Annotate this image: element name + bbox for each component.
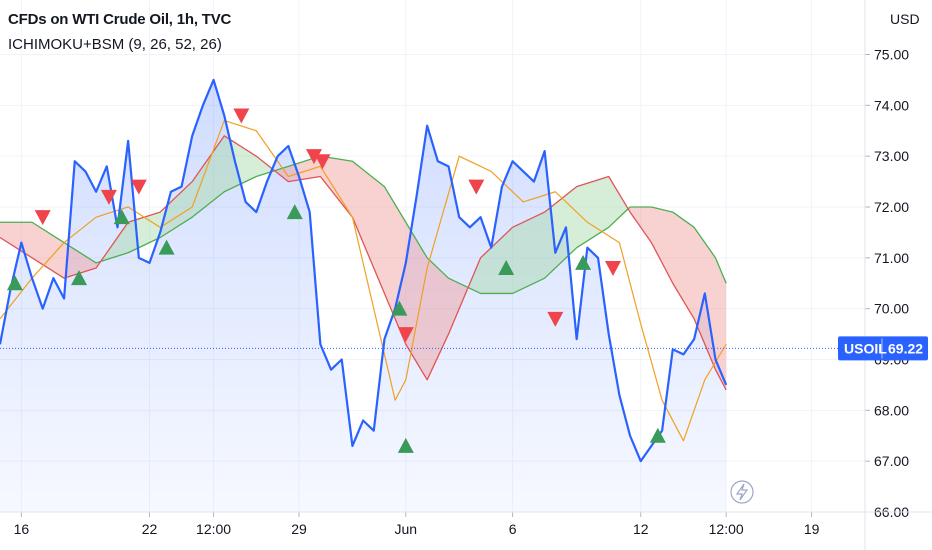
- replay-button-circle[interactable]: [730, 480, 754, 504]
- sell-marker: [233, 108, 250, 124]
- replay-button[interactable]: [730, 480, 754, 504]
- sell-marker: [547, 311, 564, 327]
- cloud-bullish: [468, 176, 630, 294]
- sell-marker: [468, 179, 485, 195]
- x-tick-label: Jun: [395, 521, 418, 537]
- fast-line: [0, 119, 727, 442]
- sell-marker: [314, 154, 331, 170]
- sell-marker: [130, 179, 147, 195]
- buy-marker: [6, 275, 23, 291]
- x-tick-label: 19: [804, 521, 820, 537]
- buy-marker: [71, 270, 88, 286]
- x-tick-label: 16: [14, 521, 30, 537]
- x-tick-label: 12: [633, 521, 649, 537]
- cloud-bullish: [102, 136, 276, 261]
- currency-label: USD: [890, 11, 920, 27]
- buy-marker: [649, 427, 666, 443]
- buy-marker: [158, 239, 175, 255]
- x-tick-label: 12:00: [709, 521, 744, 537]
- x-tick-label: 12:00: [196, 521, 231, 537]
- x-tick-label: 22: [142, 521, 158, 537]
- symbol-title[interactable]: CFDs on WTI Crude Oil, 1h, TVC: [8, 11, 232, 28]
- buy-marker: [286, 204, 303, 220]
- price-tag: USOIL 69.22: [838, 336, 928, 361]
- cloud-bearish: [275, 156, 469, 379]
- lagging-band-line: [0, 135, 727, 391]
- y-tick-label: 68.00: [874, 402, 909, 418]
- buy-marker: [575, 254, 592, 270]
- y-tick-label: 71.00: [874, 250, 909, 266]
- sell-marker: [305, 149, 322, 165]
- lightning-icon: [735, 483, 749, 501]
- buy-marker: [391, 300, 408, 316]
- y-tick-label: 73.00: [874, 148, 909, 164]
- price-area-fill: [0, 79, 727, 513]
- signal-markers: [6, 108, 666, 453]
- price-tag-label: USOIL: [844, 340, 887, 356]
- buy-marker: [113, 209, 130, 225]
- sell-marker: [34, 210, 51, 226]
- price-tag-value: 69.22: [888, 340, 923, 356]
- y-axis[interactable]: 75.0074.0073.0072.0071.0070.0069.0068.00…: [864, 0, 909, 550]
- buy-marker: [397, 437, 414, 453]
- sell-marker: [397, 327, 414, 343]
- y-tick-label: 72.00: [874, 199, 909, 215]
- y-tick-label: 75.00: [874, 47, 909, 63]
- buy-marker: [498, 260, 515, 275]
- price-line: [0, 78, 728, 463]
- sell-marker: [100, 189, 117, 205]
- x-axis[interactable]: 16 22 12:00 29 Jun 6 12 12:00 19: [0, 511, 932, 537]
- y-tick-label: 74.00: [874, 97, 909, 113]
- y-tick-label: 70.00: [874, 301, 909, 317]
- sell-marker: [604, 261, 621, 276]
- indicator-label[interactable]: ICHIMOKU+BSM (9, 26, 52, 26): [8, 36, 222, 53]
- cloud-bearish: [0, 222, 103, 278]
- price-series: [0, 78, 728, 463]
- price-area: [0, 79, 727, 513]
- cloud-bearish: [629, 207, 727, 390]
- price-tag-box: [838, 336, 928, 361]
- y-tick-label: 67.00: [874, 453, 909, 469]
- x-tick-label: 29: [291, 521, 307, 537]
- x-tick-label: 6: [509, 521, 517, 537]
